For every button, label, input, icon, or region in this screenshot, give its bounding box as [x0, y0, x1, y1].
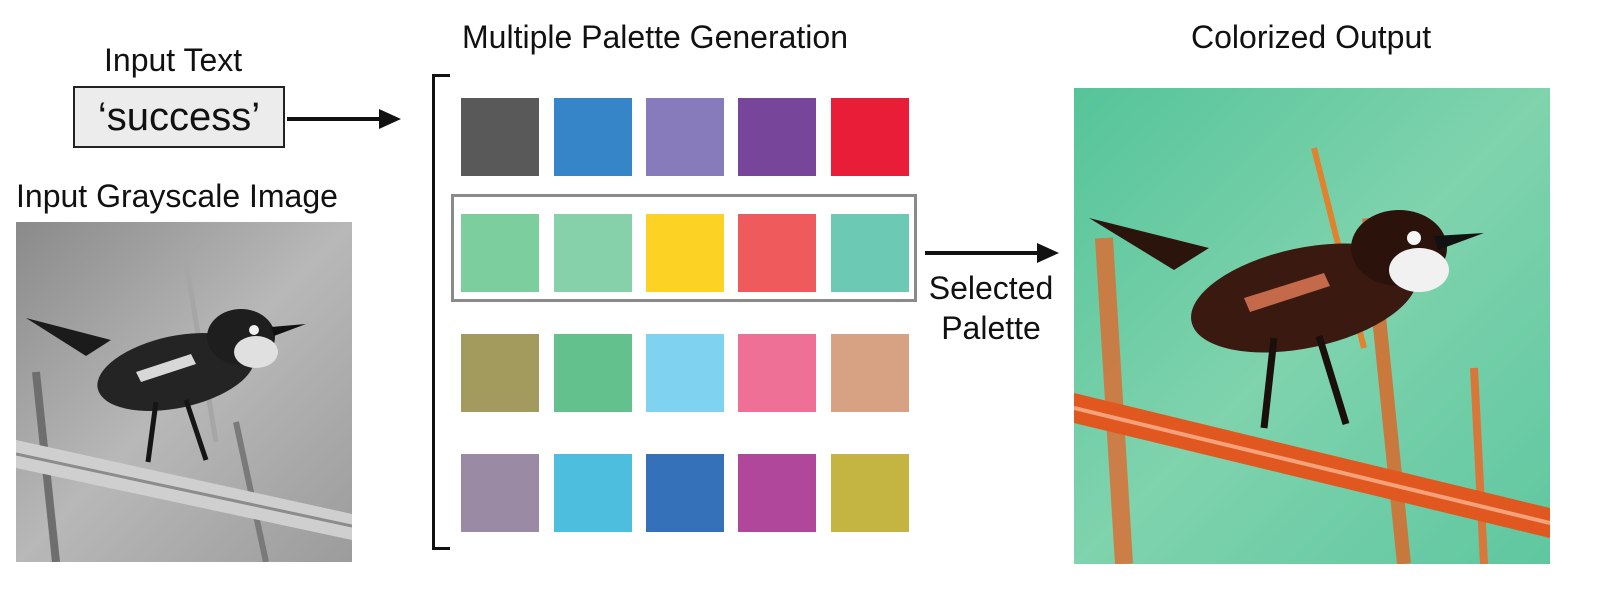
selected-label-line1: Selected — [928, 270, 1054, 306]
palette-2-swatch-2 — [554, 214, 632, 292]
palette-2-swatch-1 — [461, 214, 539, 292]
palette-4-swatch-1 — [461, 454, 539, 532]
palette-4-swatch-2 — [554, 454, 632, 532]
selected-arrow-head — [1037, 243, 1059, 263]
selected-label-line2: Palette — [941, 310, 1041, 346]
selected-arrow-line — [925, 251, 1037, 255]
input-text-label: Input Text — [104, 42, 243, 78]
palette-3-swatch-2 — [554, 334, 632, 412]
palette-title: Multiple Palette Generation — [462, 19, 848, 55]
input-arrow-line — [287, 117, 379, 121]
palette-1-swatch-2 — [554, 98, 632, 176]
output-label: Colorized Output — [1191, 19, 1432, 55]
palette-1-swatch-5 — [831, 98, 909, 176]
palette-2-swatch-4 — [738, 214, 816, 292]
colorized-bird-image — [1074, 88, 1550, 564]
palette-1-swatch-1 — [461, 98, 539, 176]
selected-palette-outline — [451, 194, 917, 302]
palette-2-swatch-5 — [831, 214, 909, 292]
selected-palette-label: Selected Palette — [918, 268, 1064, 348]
palette-4-swatch-4 — [738, 454, 816, 532]
palette-4-swatch-5 — [831, 454, 909, 532]
palette-1-swatch-4 — [738, 98, 816, 176]
input-arrow-head — [379, 109, 401, 129]
palette-3-swatch-3 — [646, 334, 724, 412]
palette-2-swatch-3 — [646, 214, 724, 292]
palette-3-swatch-4 — [738, 334, 816, 412]
input-text-box: ‘success’ — [73, 86, 285, 148]
grayscale-bird-image — [16, 222, 352, 562]
palette-1-swatch-3 — [646, 98, 724, 176]
input-image-label: Input Grayscale Image — [16, 178, 338, 214]
palette-4-swatch-3 — [646, 454, 724, 532]
palette-bracket — [432, 74, 450, 550]
palette-3-swatch-5 — [831, 334, 909, 412]
palette-3-swatch-1 — [461, 334, 539, 412]
